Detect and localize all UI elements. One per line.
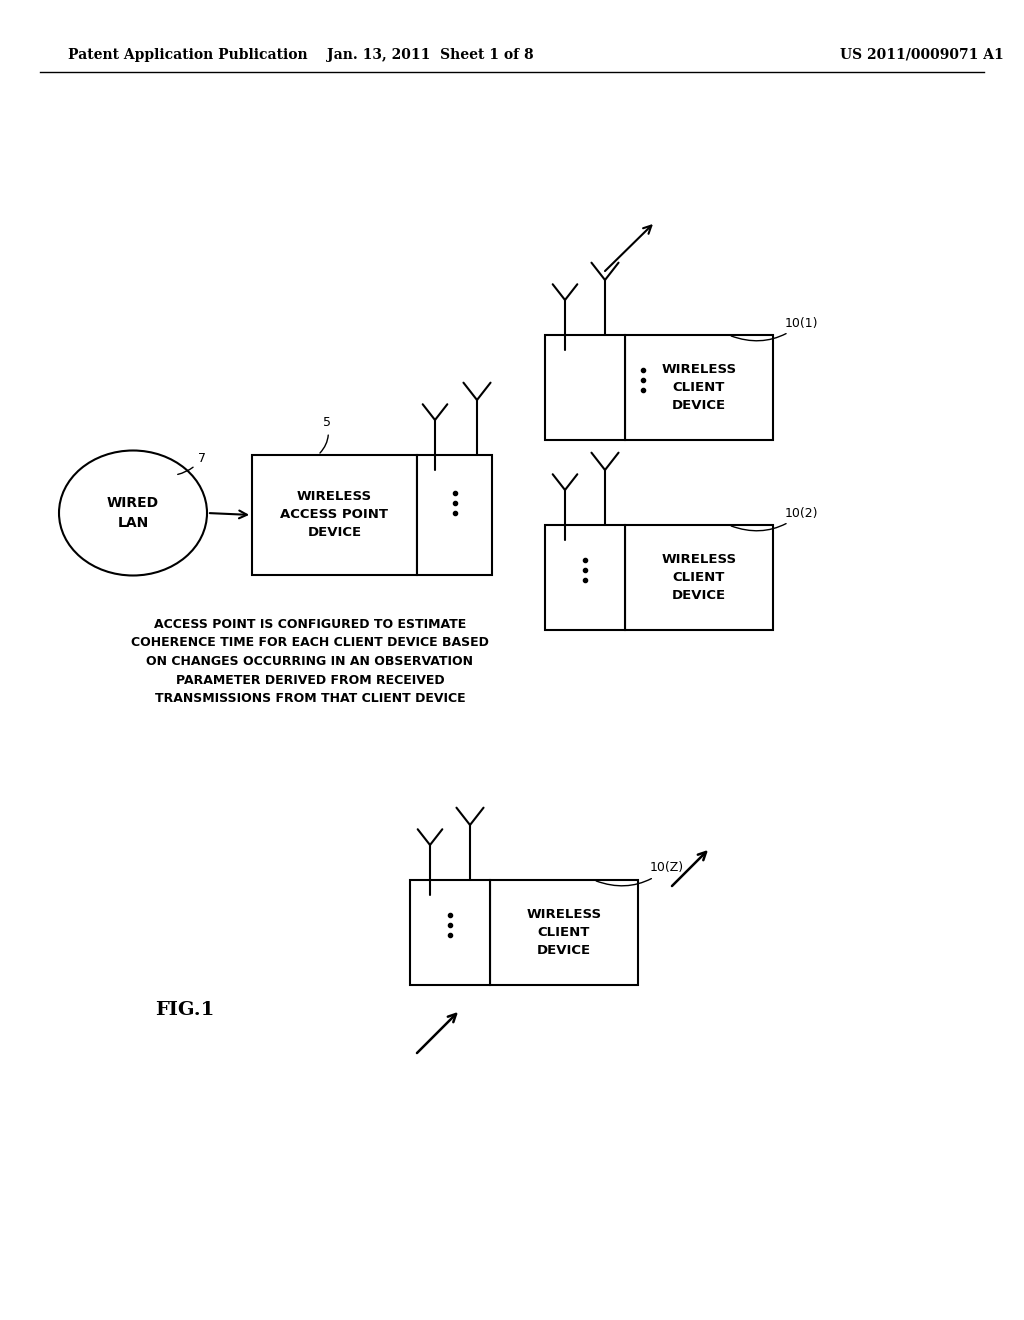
Bar — [545, 335, 625, 440]
Text: WIRED
LAN: WIRED LAN — [106, 496, 159, 529]
Text: WIRELESS
CLIENT
DEVICE: WIRELESS CLIENT DEVICE — [526, 908, 601, 957]
Text: 7: 7 — [178, 451, 206, 474]
Bar — [625, 335, 773, 440]
Bar — [410, 880, 490, 985]
Bar — [252, 455, 417, 576]
Text: Jan. 13, 2011  Sheet 1 of 8: Jan. 13, 2011 Sheet 1 of 8 — [327, 48, 534, 62]
Bar — [625, 525, 773, 630]
Text: 10(Z): 10(Z) — [596, 862, 684, 886]
Bar — [545, 525, 625, 630]
Text: 5: 5 — [319, 417, 331, 453]
Text: WIRELESS
ACCESS POINT
DEVICE: WIRELESS ACCESS POINT DEVICE — [281, 491, 388, 540]
Text: FIG.1: FIG.1 — [156, 1001, 215, 1019]
Bar — [417, 455, 492, 576]
Text: ACCESS POINT IS CONFIGURED TO ESTIMATE
COHERENCE TIME FOR EACH CLIENT DEVICE BAS: ACCESS POINT IS CONFIGURED TO ESTIMATE C… — [131, 618, 488, 705]
Text: WIRELESS
CLIENT
DEVICE: WIRELESS CLIENT DEVICE — [662, 363, 736, 412]
Text: 10(2): 10(2) — [731, 507, 818, 531]
Text: 10(1): 10(1) — [731, 317, 818, 341]
Text: US 2011/0009071 A1: US 2011/0009071 A1 — [840, 48, 1004, 62]
Bar — [490, 880, 638, 985]
Text: Patent Application Publication: Patent Application Publication — [68, 48, 307, 62]
Ellipse shape — [59, 450, 207, 576]
Text: WIRELESS
CLIENT
DEVICE: WIRELESS CLIENT DEVICE — [662, 553, 736, 602]
